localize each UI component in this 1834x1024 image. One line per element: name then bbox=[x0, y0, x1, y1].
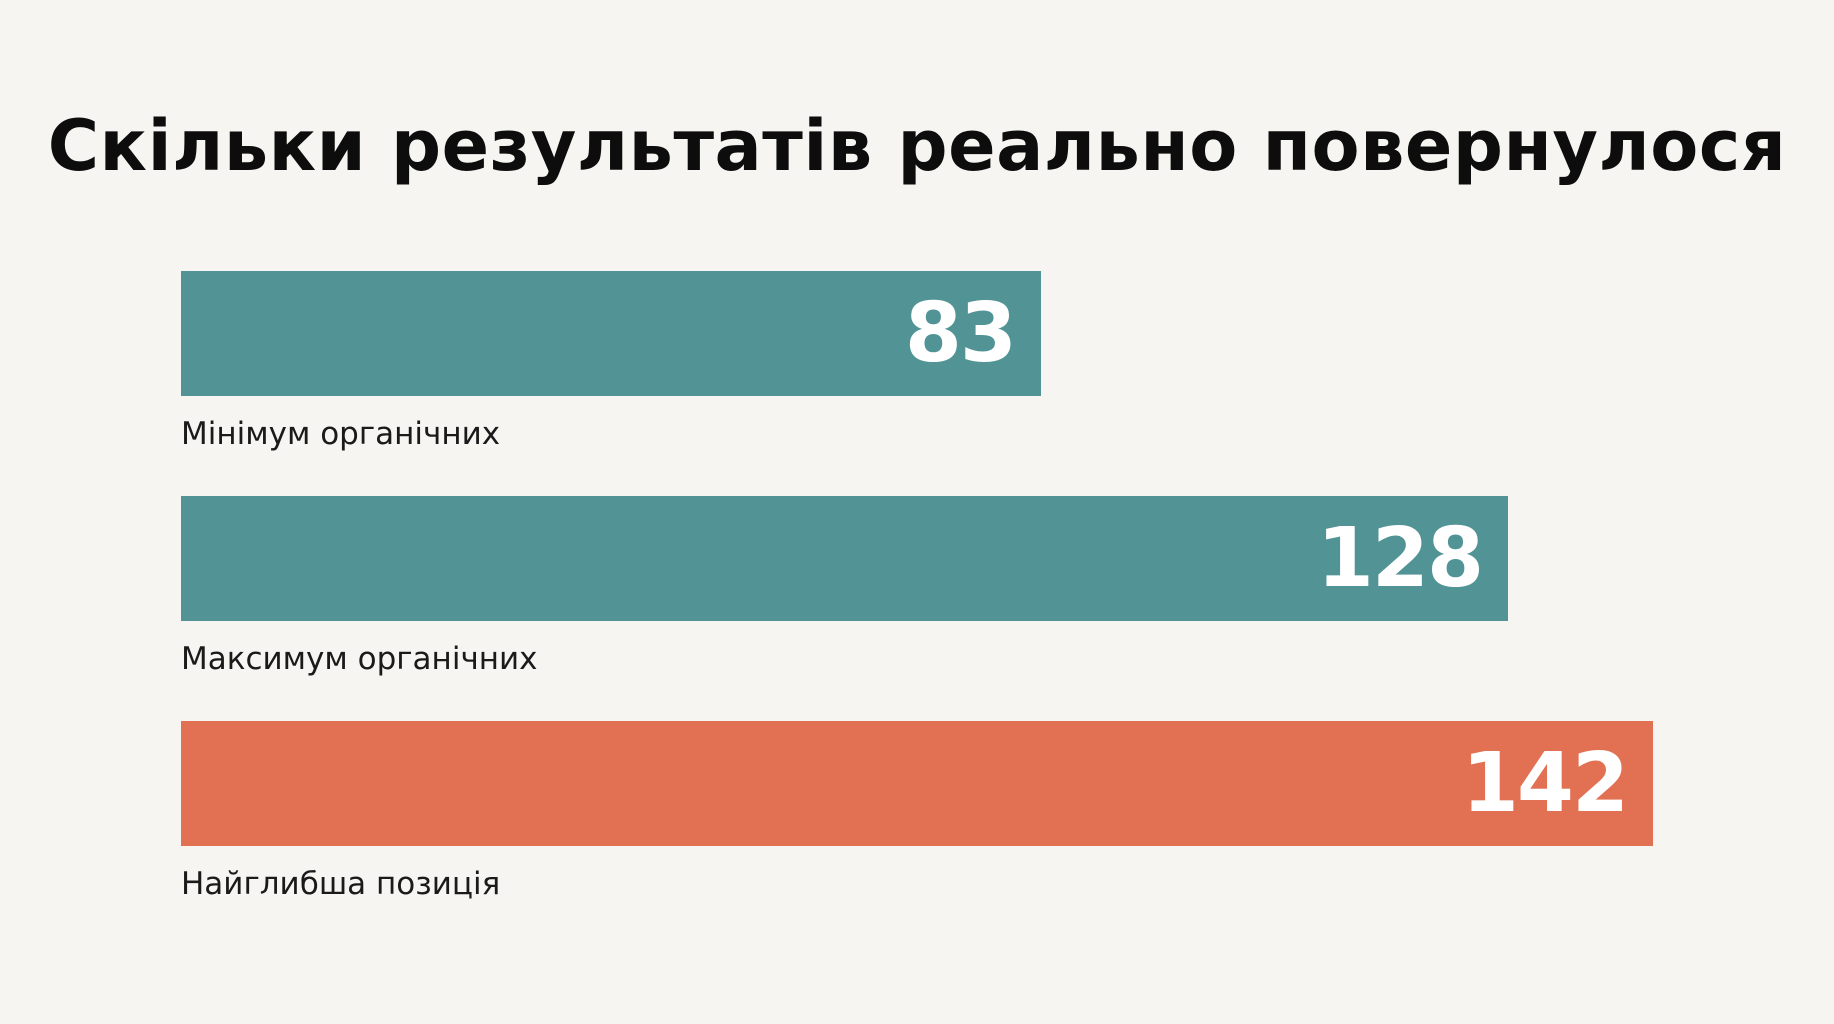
bar-1: 83 bbox=[181, 271, 1041, 396]
bar-value-label: 83 bbox=[904, 286, 1017, 381]
bar-3: 142 bbox=[181, 721, 1653, 846]
category-label: Найглибша позиція bbox=[181, 866, 501, 902]
bar-2: 128 bbox=[181, 496, 1508, 621]
bar-value-label: 142 bbox=[1461, 736, 1629, 831]
category-label: Максимум органічних bbox=[181, 641, 538, 677]
bar-value-label: 128 bbox=[1316, 511, 1484, 606]
category-label: Мінімум органічних bbox=[181, 416, 501, 452]
chart-title: Скільки результатів реально повернулося bbox=[47, 105, 1787, 187]
